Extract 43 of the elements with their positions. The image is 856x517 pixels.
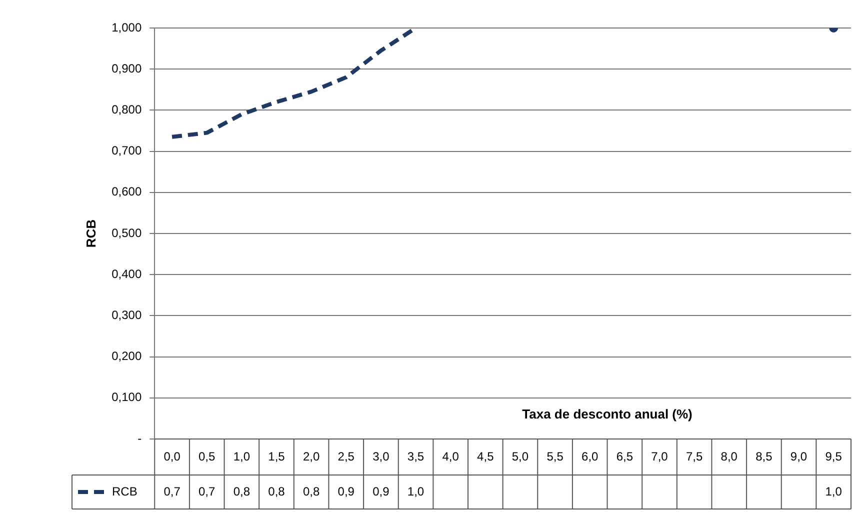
data-label: 0,8 <box>268 484 286 498</box>
y-tick-label: 0,200 <box>112 349 142 364</box>
x-tick-label: 4,0 <box>442 449 460 464</box>
x-tick-label: 2,0 <box>302 449 320 464</box>
x-tick-label: 0,5 <box>198 449 216 464</box>
x-tick-label: 7,0 <box>651 449 668 464</box>
y-tick-label: 0,800 <box>112 102 142 117</box>
x-tick-label: 9,0 <box>790 449 808 464</box>
x-tick-label: 4,5 <box>477 449 494 464</box>
y-tick-label: 0,400 <box>112 266 142 281</box>
legend-label: RCB <box>112 484 138 498</box>
data-label: 1,0 <box>825 484 842 498</box>
data-label: 0,9 <box>372 484 390 498</box>
x-tick-label: 3,0 <box>372 449 390 464</box>
x-tick-label: 1,0 <box>233 449 250 464</box>
y-axis-title: RCB <box>83 219 98 248</box>
x-tick-label: 8,0 <box>720 449 738 464</box>
x-tick-label: 1,5 <box>268 449 286 464</box>
x-axis-title: Taxa de desconto anual (%) <box>522 406 692 422</box>
y-tick-label: 1,000 <box>112 20 142 34</box>
y-tick-label: 0,100 <box>112 390 142 404</box>
x-tick-label: 5,0 <box>512 449 529 464</box>
x-tick-label: 0,0 <box>164 449 181 464</box>
data-label: 1,0 <box>407 484 424 498</box>
x-tick-label: 2,5 <box>338 449 355 464</box>
y-tick-label: 0,600 <box>112 184 142 199</box>
data-label: 0,7 <box>198 484 216 498</box>
x-tick-label: 7,5 <box>686 449 703 464</box>
x-tick-label: 6,0 <box>582 449 599 464</box>
data-label: 0,7 <box>164 484 181 498</box>
x-tick-label: 5,5 <box>546 449 564 464</box>
y-tick-label: 0,300 <box>112 308 142 322</box>
x-tick-label: 9,5 <box>825 449 842 464</box>
data-label: 0,8 <box>302 484 320 498</box>
y-tick-label: 0,500 <box>112 226 142 240</box>
y-tick-label: - <box>138 431 142 446</box>
data-label: 0,8 <box>233 484 250 498</box>
y-tick-label: 0,700 <box>112 144 142 158</box>
data-label: 0,9 <box>338 484 355 498</box>
x-tick-label: 3,5 <box>407 449 424 464</box>
x-tick-label: 8,5 <box>756 449 773 464</box>
x-tick-label: 6,5 <box>616 449 634 464</box>
y-tick-label: 0,900 <box>112 61 142 76</box>
